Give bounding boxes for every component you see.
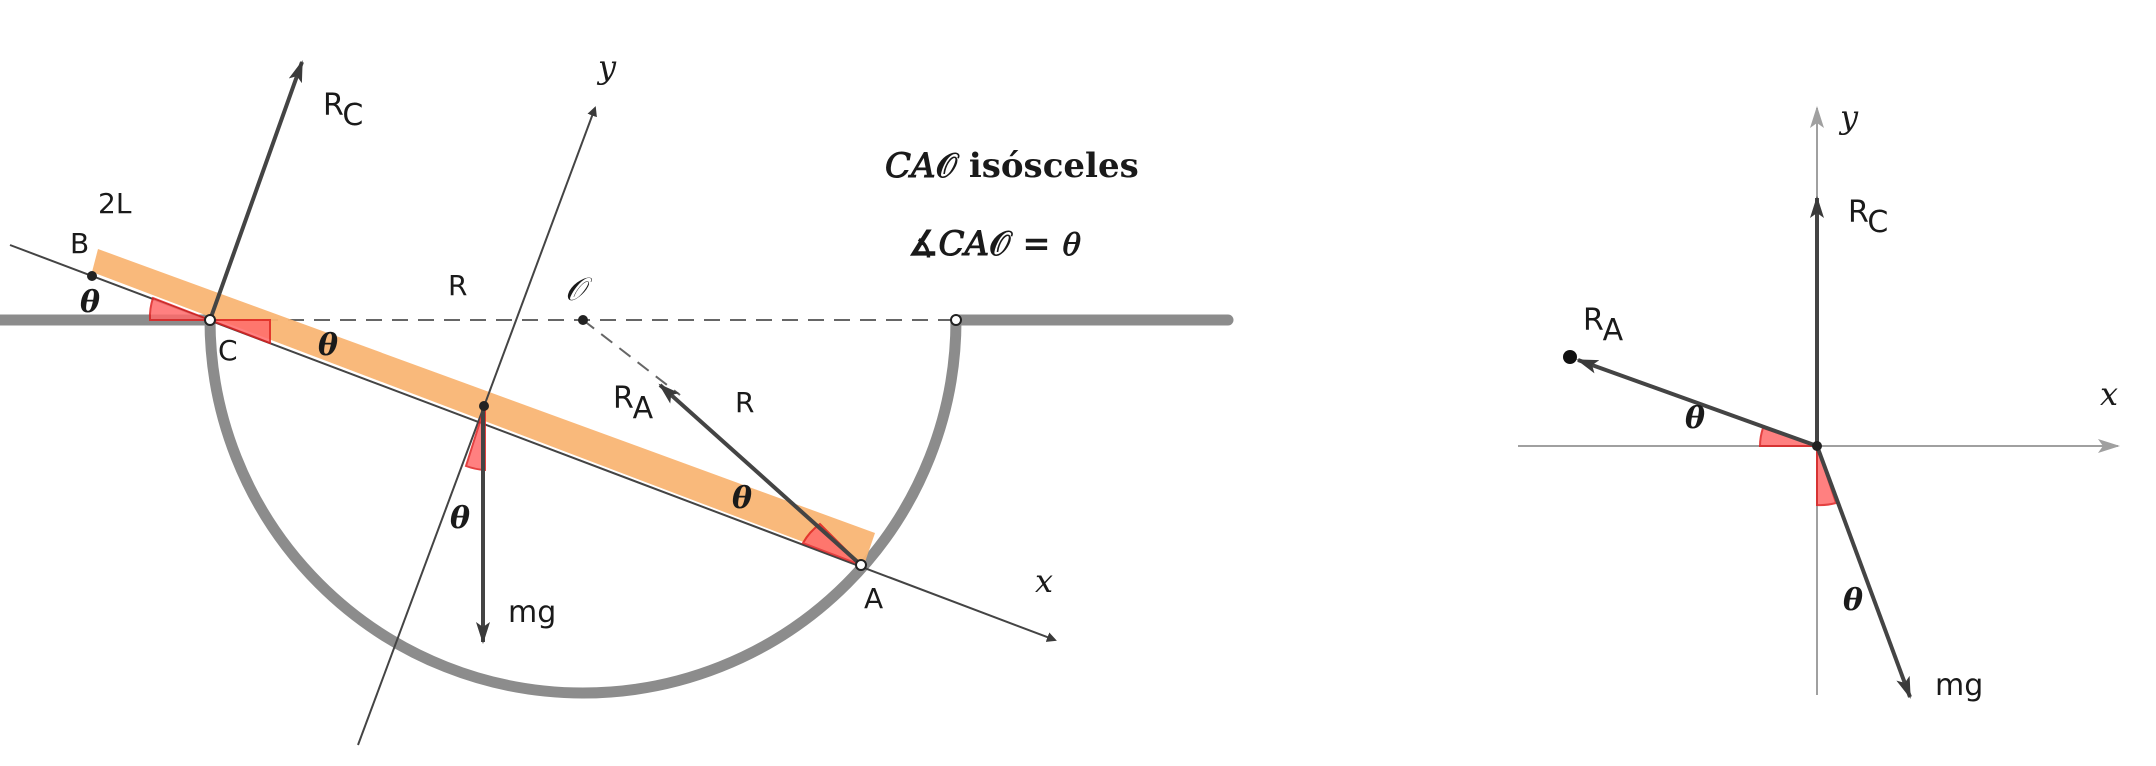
label-mg-right: mg <box>1935 668 1983 703</box>
label-x-left: x <box>1035 562 1053 600</box>
origin-right <box>1812 441 1822 451</box>
point-center-of-mass <box>479 401 489 411</box>
left-diagram: RC 2L B C R 𝒪 RA R mg A x y θ θ θ θ 𝐶𝐴𝒪 … <box>0 48 1234 746</box>
angle-marker-a <box>801 522 862 566</box>
theta-mg-right: θ <box>1843 583 1863 618</box>
point-o <box>578 315 588 325</box>
theta-a: θ <box>732 481 752 516</box>
label-x-right: x <box>2100 375 2118 413</box>
y-axis-left <box>357 106 597 746</box>
ra-vector-right <box>1576 358 1818 448</box>
label-b: B <box>70 227 89 260</box>
bowl <box>204 319 962 699</box>
right-diagram: RC RA mg x y θ θ <box>1518 98 2120 703</box>
theta-c: θ <box>318 328 338 363</box>
label-r-side: R <box>735 386 754 419</box>
point-a <box>855 559 867 571</box>
note-angle: ∡𝐶𝐴𝒪 = 𝜃 <box>908 224 1081 264</box>
note-isosceles: 𝐶𝐴𝒪 isósceles <box>885 146 1139 186</box>
angle-marker-c-left <box>148 296 211 321</box>
rc-vector-left <box>208 60 304 321</box>
ra-tip-point <box>1563 350 1577 364</box>
label-o: 𝒪 <box>565 270 593 308</box>
label-rc-left: RC <box>323 88 363 133</box>
label-y-right: y <box>1838 98 1859 136</box>
theta-ra-right: θ <box>1685 401 1705 436</box>
ra-vector-left <box>658 383 863 567</box>
point-c <box>204 314 216 326</box>
radius-dashed <box>582 319 681 396</box>
point-b <box>87 271 97 281</box>
label-y-left: y <box>596 48 617 86</box>
theta-b: θ <box>80 285 100 320</box>
label-rc-right: RC <box>1848 195 1888 240</box>
label-2l: 2L <box>98 187 132 220</box>
label-ra-left: RA <box>613 381 654 426</box>
label-mg-left: mg <box>508 595 556 630</box>
point-rim <box>950 314 962 326</box>
label-r-top: R <box>448 269 467 302</box>
label-c: C <box>218 334 238 367</box>
mg-vector-right <box>1815 445 1912 699</box>
label-ra-right: RA <box>1583 303 1624 348</box>
label-a: A <box>864 582 883 615</box>
angle-marker-c-right <box>209 319 271 345</box>
theta-center: θ <box>450 501 470 536</box>
